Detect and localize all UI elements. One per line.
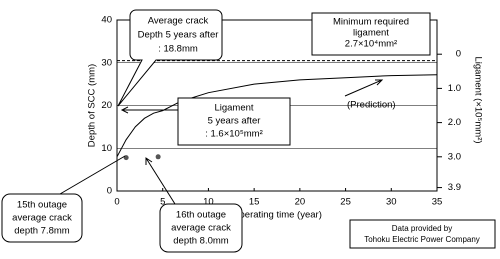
outage15-box [1,193,83,243]
x-tick-label: 5 [160,197,165,208]
y2-axis-title: Ligament (×10⁵mm²) [472,56,483,143]
y-tick-label: 30 [101,57,112,68]
callouts [1,9,496,253]
annotation-average: : 18.8mm [158,44,198,55]
annotation-average: Average crack [148,16,209,27]
annotation-ligament: 5 years after [208,116,261,127]
y-tick-label: 20 [101,100,112,111]
annotation-ligament: : 1.6×10⁵mm² [205,129,263,140]
annotation-outage15: 15th outage [17,200,67,211]
y-tick-label: 40 [101,15,112,26]
y-axis-title: Depth of SCC (mm) [87,64,98,147]
annotation-prediction: (Prediction) [347,100,396,111]
y2-tick-label: 3.9 [448,182,461,193]
x-tick-label: 10 [203,197,214,208]
annotation-source: Data provided by [392,224,452,233]
annotation-minimum: ligament [353,28,389,39]
prediction-arrow [344,79,384,97]
y2-tick-label: 1.0 [448,83,461,94]
x-tick-label: 30 [386,197,397,208]
source-box [349,219,496,249]
y-tick-label: 0 [107,186,112,197]
x-tick-label: 0 [114,197,119,208]
annotation-source: Tohoku Electric Power Company [364,235,480,244]
x-axis-title: Operating time (year) [232,210,322,221]
annotation-minimum: 2.7×10⁴mm² [345,39,397,50]
annotation-outage16: depth 8.0mm [173,236,229,247]
average-callout [117,9,223,107]
annotation-ligament: Ligament [214,103,253,114]
data-point [155,154,161,160]
ligament-arrow [120,106,178,114]
annotation-minimum: Minimum required [333,17,409,28]
annotation-outage16: 16th outage [176,210,226,221]
y2-tick-label: 2.0 [448,117,461,128]
annotation-outage15: depth 7.8mm [14,226,70,237]
outage16-box [159,203,243,253]
x-tick-label: 25 [340,197,351,208]
y-tick-label: 10 [101,143,112,154]
y2-tick-label: 0 [456,49,461,60]
ligament-box [177,97,291,146]
x-tick-label: 35 [432,197,443,208]
outage16-pointer [145,157,176,205]
annotation-outage16: average crack [171,223,231,234]
minimum-box [311,12,431,56]
annotation-average: Depth 5 years after [138,30,219,41]
annotation-outage15: average crack [12,213,72,224]
x-tick-label: 15 [249,197,260,208]
y2-tick-label: 3.0 [448,151,461,162]
outage15-pointer [59,155,126,195]
x-tick-label: 20 [295,197,306,208]
